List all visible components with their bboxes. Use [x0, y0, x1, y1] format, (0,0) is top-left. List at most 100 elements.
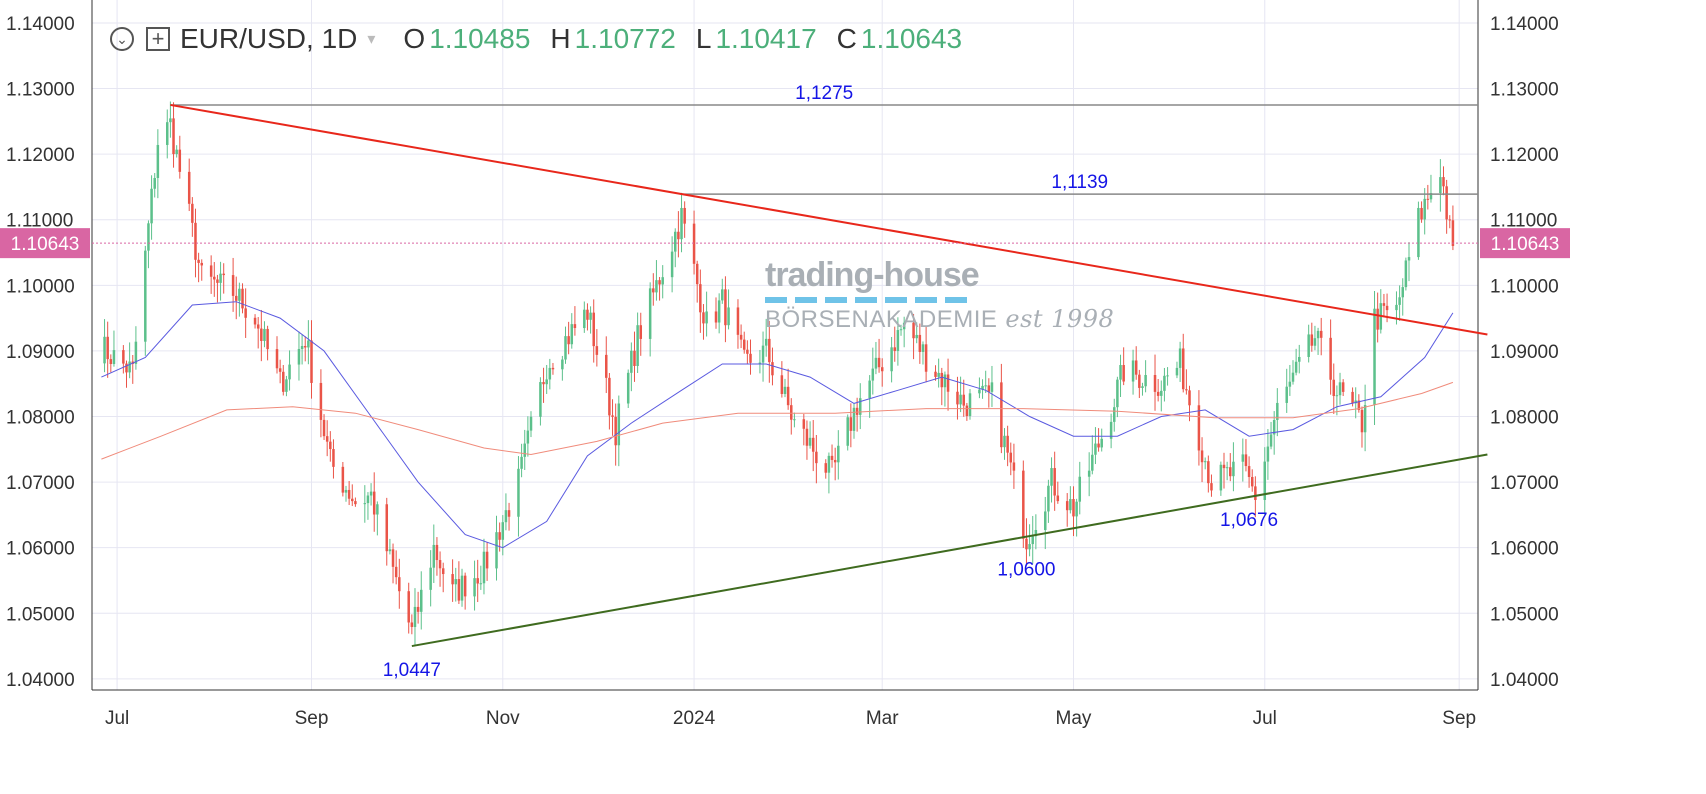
candle-body	[871, 368, 875, 381]
x-tick-label: May	[1056, 708, 1092, 729]
candle-body	[636, 325, 639, 366]
candle-body	[307, 340, 310, 348]
candle-body	[1254, 486, 1257, 500]
high-label: H	[550, 23, 571, 54]
candle-body	[1072, 499, 1075, 517]
y-tick-label-left: 1.08000	[6, 407, 75, 428]
candle-body	[1398, 297, 1401, 305]
candle-body	[1269, 434, 1273, 447]
support-trendline	[411, 453, 1488, 648]
y-tick-label-left: 1.12000	[6, 145, 75, 166]
open-value: 1.10485	[429, 23, 531, 54]
candle-body	[699, 284, 702, 313]
candle-body	[231, 275, 235, 296]
candle-body	[548, 367, 552, 380]
candle-body	[855, 407, 859, 415]
candle-body	[1138, 374, 1141, 388]
candle-body	[742, 339, 746, 350]
candle-body	[432, 544, 436, 568]
candle-body	[1229, 467, 1232, 477]
candle-body	[705, 311, 708, 324]
y-tick-label-left: 1.04000	[6, 670, 75, 691]
candle-body	[542, 382, 545, 385]
candle-body	[874, 357, 878, 369]
y-tick-label-left: 1.14000	[6, 14, 75, 35]
candle-body	[824, 463, 828, 473]
candle-body	[1385, 305, 1389, 311]
candle-body	[780, 375, 784, 394]
candle-body	[1044, 511, 1047, 530]
chevron-down-circle-icon[interactable]: ⌄	[110, 27, 134, 51]
candle-body	[771, 362, 774, 376]
candle-body	[1298, 356, 1301, 362]
candle-body	[241, 288, 244, 309]
candle-body	[209, 265, 213, 277]
candle-body	[134, 341, 138, 364]
y-tick-label-left: 1.05000	[6, 604, 75, 625]
candle-body	[325, 436, 329, 442]
candle-body	[216, 279, 219, 283]
candle-body	[1244, 454, 1248, 467]
candle-body	[717, 300, 721, 323]
candle-body	[191, 203, 194, 223]
candle-body	[608, 377, 611, 416]
candle-body	[1134, 360, 1138, 375]
candle-body	[398, 577, 401, 592]
candle-body	[1175, 367, 1179, 376]
candle-body	[670, 251, 674, 278]
symbol-title[interactable]: EUR/USD, 1D	[180, 23, 358, 54]
candle-body	[943, 374, 947, 388]
candle-body	[1316, 330, 1320, 339]
y-tick-label-left: 1.09000	[6, 342, 75, 363]
candle-body	[746, 349, 749, 354]
close-label: C	[836, 23, 857, 54]
candle-body	[1219, 464, 1223, 491]
candle-body	[1335, 395, 1339, 397]
candle-body	[435, 544, 439, 561]
candle-body	[153, 177, 156, 189]
symbol-dropdown-icon[interactable]: ▾	[367, 31, 376, 48]
candle-body	[354, 501, 357, 505]
candle-body	[175, 149, 178, 155]
candle-body	[476, 578, 479, 584]
candle-body	[1122, 365, 1125, 382]
candle-body	[413, 606, 417, 627]
candle-body	[1188, 390, 1191, 406]
candle-body	[727, 307, 730, 326]
candle-body	[1185, 389, 1188, 391]
y-tick-label-left: 1.10000	[6, 276, 75, 297]
candle-body	[376, 504, 379, 515]
candle-body	[1266, 446, 1270, 462]
candle-body	[1401, 287, 1404, 298]
candle-body	[297, 348, 301, 365]
candle-body	[739, 334, 743, 340]
candle-body	[385, 504, 389, 552]
candle-body	[902, 322, 906, 330]
candle-body	[846, 417, 849, 446]
candle-body	[827, 455, 831, 473]
candle-body	[592, 312, 595, 347]
candle-body	[1012, 462, 1016, 471]
candle-body	[1241, 454, 1245, 462]
resistance-trendline	[170, 103, 1488, 336]
candle-body	[1006, 435, 1009, 453]
swing-low-label: 1,0676	[1220, 510, 1278, 531]
candle-body	[278, 368, 282, 372]
candle-body	[1100, 438, 1103, 448]
candle-body	[366, 495, 370, 504]
candle-body	[1153, 375, 1157, 392]
candle-body	[200, 262, 204, 266]
candle-body	[1439, 177, 1442, 194]
swing-low-label: 1,0600	[997, 560, 1055, 581]
candle-body	[673, 231, 677, 252]
plus-square-icon[interactable]: +	[146, 27, 170, 51]
candle-body	[626, 372, 630, 404]
candle-body	[721, 289, 724, 301]
candle-body	[962, 394, 965, 406]
candle-body	[166, 122, 169, 145]
y-tick-label-right: 1.10000	[1490, 276, 1559, 297]
candle-body	[454, 579, 458, 585]
candle-body	[595, 346, 599, 355]
current-price-tag-left	[0, 228, 90, 259]
